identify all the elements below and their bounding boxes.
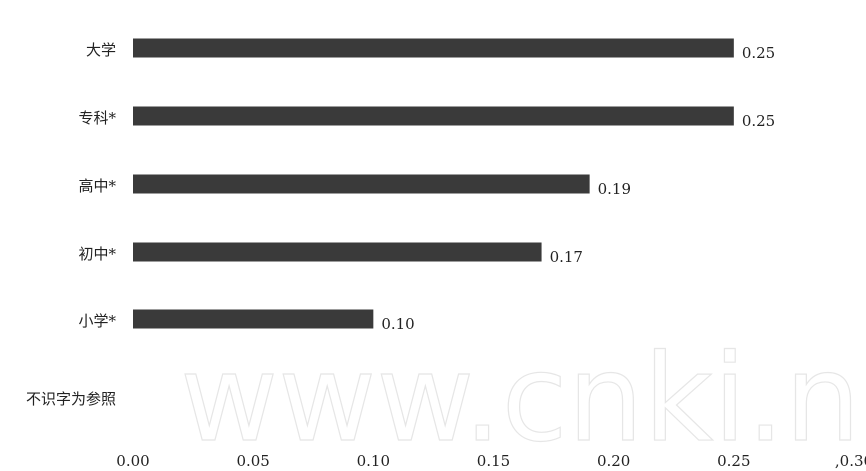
category-label-0: 大学 (86, 41, 116, 59)
category-label-3: 初中* (78, 245, 116, 263)
x-tick-label-4: 0.20 (597, 452, 630, 470)
category-label-5: 不识字为参照 (26, 390, 116, 408)
bar-1 (133, 106, 734, 126)
data-label-1: 0.25 (742, 112, 775, 130)
data-label-2: 0.19 (598, 180, 631, 198)
category-label-4: 小学* (78, 312, 116, 330)
x-tick-label-3: 0.15 (477, 452, 510, 470)
category-label-2: 高中* (78, 177, 116, 195)
bar-0 (133, 38, 734, 58)
bar-3 (133, 242, 542, 262)
bars (133, 38, 734, 329)
bar-2 (133, 174, 590, 194)
data-label-3: 0.17 (550, 248, 583, 266)
x-tick-label-1: 0.05 (236, 452, 269, 470)
x-tick-label-6: ,0.30 (835, 452, 866, 470)
x-tick-label-0: 0.00 (116, 452, 149, 470)
watermark-text: www.cnki.net (180, 330, 866, 469)
data-labels: 0.25 0.25 0.19 0.17 0.10 (381, 44, 775, 333)
x-tick-labels: 0.00 0.05 0.10 0.15 0.20 0.25 ,0.30 (116, 452, 866, 470)
data-label-0: 0.25 (742, 44, 775, 62)
category-label-1: 专科* (78, 109, 116, 127)
data-label-4: 0.10 (381, 315, 414, 333)
x-tick-label-5: 0.25 (717, 452, 750, 470)
bar-4 (133, 309, 374, 329)
x-tick-label-2: 0.10 (357, 452, 390, 470)
